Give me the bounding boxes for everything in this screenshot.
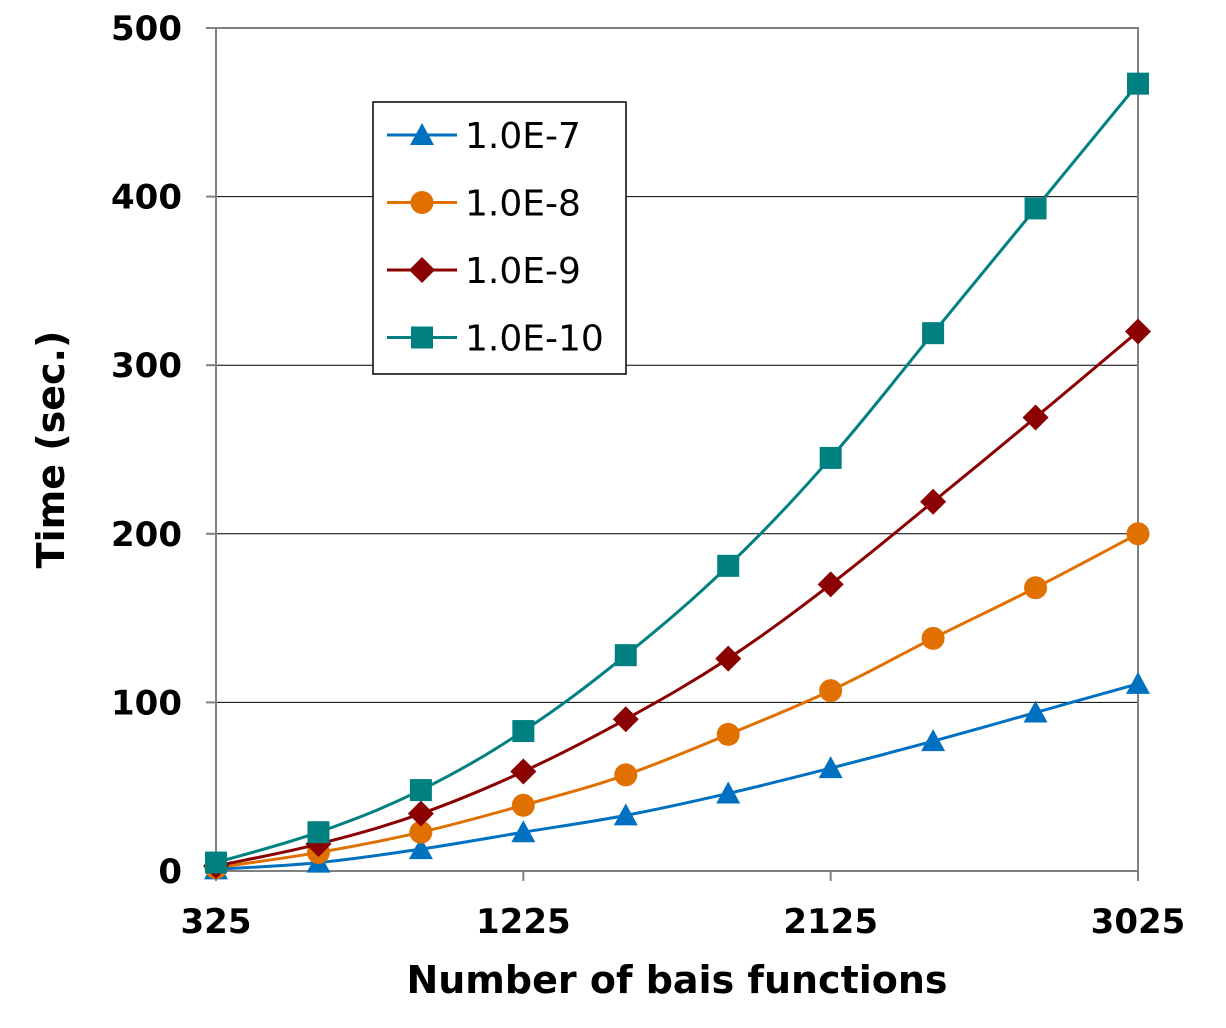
data-point <box>512 720 535 743</box>
plot-area <box>215 27 1139 872</box>
y-tick-label: 500 <box>111 9 182 49</box>
legend-item: 1.0E-8 <box>387 184 581 225</box>
series-layer <box>203 72 1151 880</box>
data-point <box>716 722 740 746</box>
data-point <box>1125 318 1151 345</box>
data-point <box>409 779 432 802</box>
series-diamond <box>203 318 1151 879</box>
x-tick-label: 1225 <box>476 902 571 942</box>
data-point <box>205 851 227 874</box>
legend-item: 1.0E-10 <box>387 319 604 360</box>
legend: 1.0E-7 1.0E-8 1.0E-9 1.0E-10 <box>372 101 627 375</box>
data-point <box>819 446 842 469</box>
gridlines <box>216 27 1138 703</box>
data-point <box>819 679 843 703</box>
data-point <box>921 626 945 650</box>
series-line <box>215 82 1140 865</box>
legend-marker <box>410 191 434 214</box>
data-point <box>1022 404 1049 431</box>
data-point <box>612 706 639 733</box>
legend-item: 1.0E-9 <box>387 251 581 292</box>
data-point <box>920 488 947 515</box>
data-point <box>922 322 945 345</box>
data-point <box>717 554 740 577</box>
series-square <box>205 72 1149 874</box>
x-tick-label: 3025 <box>1091 902 1186 942</box>
y-tick-label: 400 <box>111 178 182 218</box>
data-point <box>1023 700 1048 723</box>
axes: 0 100 200 300 400 500 325 1225 2125 3025 <box>111 9 1185 942</box>
data-point <box>1127 72 1149 95</box>
legend-marker <box>411 326 433 349</box>
legend-label: 1.0E-8 <box>465 184 581 225</box>
data-point <box>716 781 741 804</box>
data-point <box>1126 522 1150 546</box>
x-tick-label: 2125 <box>783 902 878 942</box>
legend-label: 1.0E-7 <box>465 116 581 157</box>
data-point <box>511 820 536 843</box>
series-line <box>215 330 1139 868</box>
x-tick-label: 325 <box>181 902 252 942</box>
y-tick-label: 100 <box>111 683 182 723</box>
series-line <box>215 682 1139 871</box>
data-point <box>614 763 638 787</box>
legend-label: 1.0E-10 <box>465 319 604 360</box>
data-point <box>613 803 638 826</box>
data-point <box>921 729 946 752</box>
legend-label: 1.0E-9 <box>465 251 581 292</box>
data-point <box>817 571 844 598</box>
data-point <box>307 821 330 844</box>
series-circle <box>204 522 1150 880</box>
data-point <box>1024 197 1047 220</box>
legend-marker <box>409 257 435 283</box>
data-point <box>511 793 535 817</box>
legend-item: 1.0E-7 <box>387 116 581 157</box>
x-axis-title: Number of bais functions <box>406 958 947 1002</box>
data-point <box>407 800 434 827</box>
data-point <box>408 837 433 860</box>
legend-marker <box>410 123 434 145</box>
data-point <box>1024 576 1048 600</box>
data-point <box>818 756 843 779</box>
data-point <box>715 645 742 672</box>
y-tick-label: 300 <box>111 346 182 386</box>
data-point <box>409 820 433 844</box>
data-point <box>510 758 537 785</box>
y-axis-title: Time (sec.) <box>29 331 73 569</box>
data-point <box>1126 671 1150 694</box>
y-tick-label: 0 <box>158 852 182 892</box>
series-line <box>215 532 1139 870</box>
y-tick-label: 200 <box>111 515 182 555</box>
data-point <box>614 644 637 667</box>
